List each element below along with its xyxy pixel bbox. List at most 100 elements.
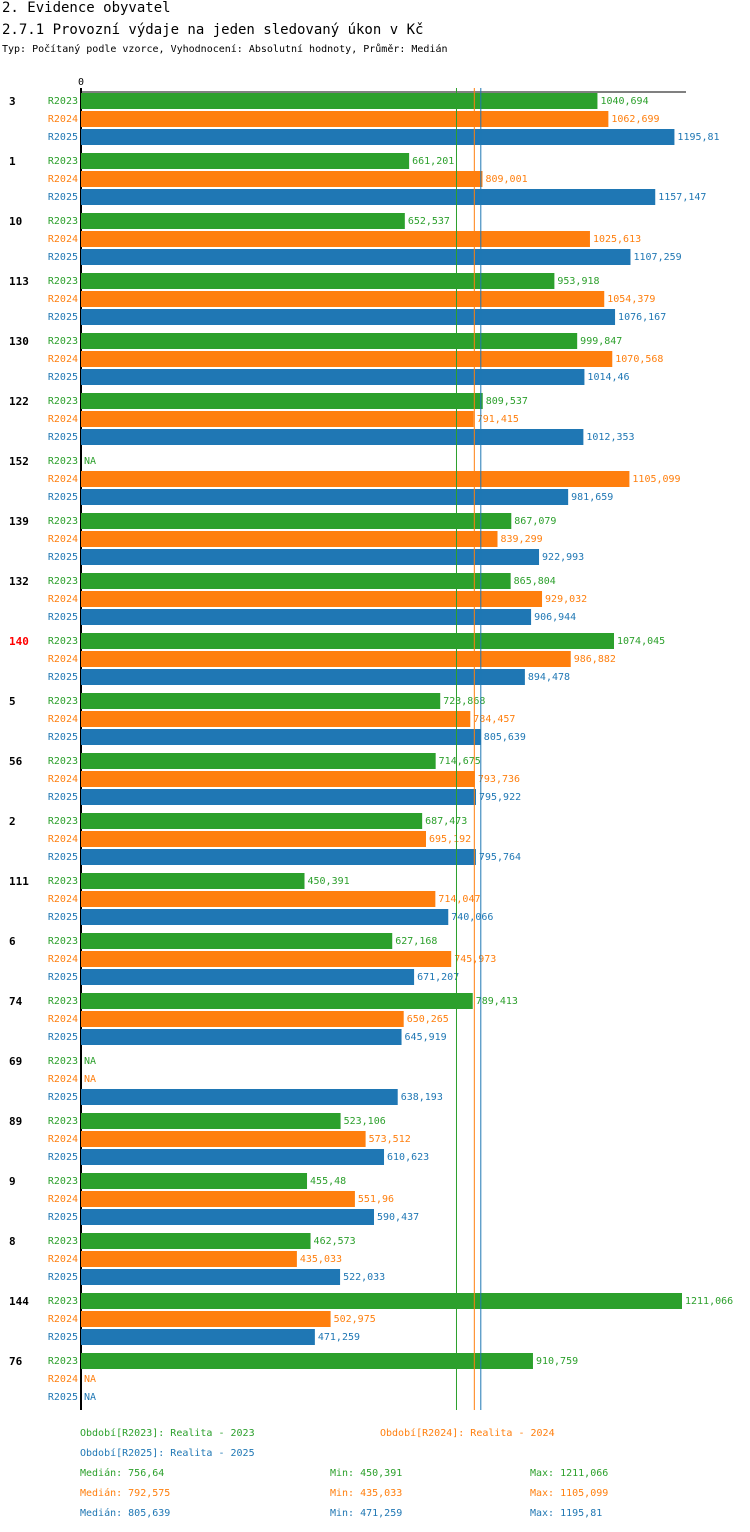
category-label: 152: [9, 455, 29, 468]
bar: [81, 1149, 385, 1165]
bar: [81, 813, 423, 829]
bar: [81, 531, 498, 547]
series-label: R2025: [48, 132, 78, 143]
bar: [81, 111, 609, 127]
bar: [81, 309, 616, 325]
data-label: 1054,379: [607, 294, 655, 305]
series-label: R2024: [48, 954, 78, 965]
na-label: NA: [84, 1374, 96, 1385]
series-label: R2024: [48, 1254, 78, 1265]
bar: [81, 933, 393, 949]
bar: [81, 1113, 341, 1129]
bar: [81, 489, 569, 505]
series-label: R2024: [48, 1194, 78, 1205]
data-label: 610,623: [387, 1152, 429, 1163]
series-label: R2025: [48, 552, 78, 563]
series-label: R2024: [48, 774, 78, 785]
data-label: 573,512: [369, 1134, 411, 1145]
bar: [81, 891, 436, 907]
data-label: 867,079: [514, 516, 556, 527]
bar: [81, 333, 578, 349]
na-label: NA: [84, 1392, 96, 1403]
series-label: R2025: [48, 1332, 78, 1343]
category-label: 111: [9, 875, 29, 888]
bar: [81, 393, 483, 409]
chart-meta: Typ: Počítaný podle vzorce, Vyhodnocení:…: [2, 44, 448, 55]
series-label: R2025: [48, 312, 78, 323]
bar: [81, 411, 474, 427]
bar: [81, 429, 584, 445]
series-label: R2024: [48, 714, 78, 725]
series-label: R2023: [48, 216, 78, 227]
category-label: 122: [9, 395, 29, 408]
bar: [81, 651, 571, 667]
category-label: 144: [9, 1295, 29, 1308]
bar: [81, 993, 473, 1009]
category-label: 8: [9, 1235, 16, 1248]
data-label: 809,537: [486, 396, 528, 407]
data-label: 906,944: [534, 612, 576, 623]
legend-r2025: Období[R2025]: Realita - 2025: [80, 1448, 255, 1459]
category-label: 89: [9, 1115, 22, 1128]
min-r2024: Min: 435,033: [330, 1488, 403, 1499]
series-label: R2024: [48, 474, 78, 485]
category-label: 76: [9, 1355, 23, 1368]
bar: [81, 351, 613, 367]
series-label: R2023: [48, 576, 78, 587]
data-label: 1040,694: [600, 96, 648, 107]
median-r2023: Medián: 756,64: [80, 1468, 165, 1479]
bar: [81, 1089, 398, 1105]
data-label: 910,759: [536, 1356, 578, 1367]
series-label: R2024: [48, 654, 78, 665]
data-label: 502,975: [334, 1314, 376, 1325]
series-label: R2024: [48, 1134, 78, 1145]
series-label: R2023: [48, 396, 78, 407]
bar: [81, 1269, 341, 1285]
series-label: R2024: [48, 594, 78, 605]
na-label: NA: [84, 1074, 96, 1085]
bar: [81, 1329, 315, 1345]
category-label: 69: [9, 1055, 22, 1068]
series-label: R2023: [48, 1176, 78, 1187]
series-label: R2024: [48, 1074, 78, 1085]
series-label: R2024: [48, 1014, 78, 1025]
bar: [81, 1311, 331, 1327]
bar: [81, 1191, 355, 1207]
series-label: R2023: [48, 876, 78, 887]
series-label: R2024: [48, 534, 78, 545]
category-label: 2: [9, 815, 16, 828]
bar: [81, 789, 476, 805]
na-label: NA: [84, 1056, 96, 1067]
data-label: 795,764: [479, 852, 521, 863]
chart-subtitle: 2.7.1 Provozní výdaje na jeden sledovaný…: [2, 22, 424, 38]
data-label: 745,973: [454, 954, 496, 965]
page-title: 2. Evidence obyvatel: [2, 0, 171, 16]
bar: [81, 273, 555, 289]
bar: [81, 729, 481, 745]
data-label: 1076,167: [618, 312, 666, 323]
data-label: 805,639: [484, 732, 526, 743]
data-label: 795,922: [479, 792, 521, 803]
series-label: R2024: [48, 234, 78, 245]
series-label: R2023: [48, 1236, 78, 1247]
data-label: 1211,066: [685, 1296, 733, 1307]
bar: [81, 609, 532, 625]
bar: [81, 129, 675, 145]
series-label: R2023: [48, 516, 78, 527]
data-label: 894,478: [528, 672, 570, 683]
data-label: 986,882: [574, 654, 616, 665]
series-label: R2023: [48, 96, 78, 107]
bar: [81, 969, 415, 985]
bar: [81, 1131, 366, 1147]
data-label: 809,001: [485, 174, 527, 185]
series-label: R2025: [48, 1212, 78, 1223]
data-label: 450,391: [308, 876, 350, 887]
series-label: R2023: [48, 756, 78, 767]
bar: [81, 1209, 375, 1225]
bar: [81, 513, 512, 529]
series-label: R2023: [48, 696, 78, 707]
data-label: 650,265: [407, 1014, 449, 1025]
data-label: 714,047: [438, 894, 480, 905]
bar: [81, 849, 476, 865]
data-label: 455,48: [310, 1176, 346, 1187]
